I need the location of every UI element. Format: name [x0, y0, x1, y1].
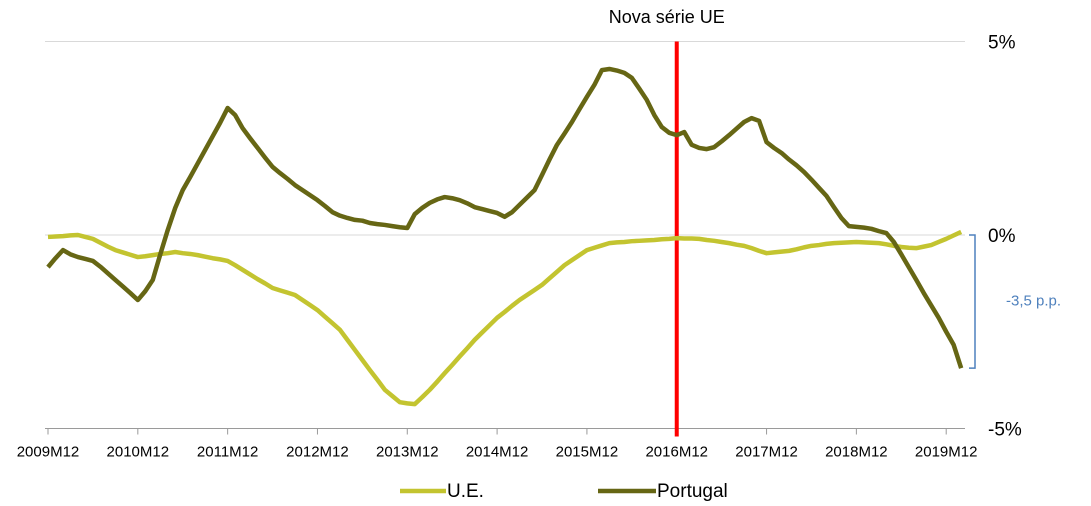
- y-tick-label: 5%: [988, 33, 1016, 54]
- x-tick-label: 2019M12: [915, 443, 978, 460]
- x-tick-label: 2013M12: [376, 443, 439, 460]
- x-tick-label: 2015M12: [556, 443, 619, 460]
- x-tick-label: 2010M12: [107, 443, 170, 460]
- annotation: Nova série UE: [609, 7, 725, 27]
- legend-label: U.E.: [447, 481, 484, 502]
- x-tick-label: 2012M12: [286, 443, 349, 460]
- annotation: -3,5 p.p.: [1006, 293, 1061, 310]
- y-tick-label: -5%: [988, 420, 1022, 441]
- bracket: [969, 234, 976, 369]
- legend-label: Portugal: [657, 481, 728, 502]
- x-tick-label: 2009M12: [17, 443, 80, 460]
- x-tick-label: 2011M12: [197, 443, 258, 460]
- line-series: [46, 66, 964, 369]
- x-tick-label: 2017M12: [735, 443, 798, 460]
- x-tick-label: 2016M12: [645, 443, 708, 460]
- line-series: [47, 229, 963, 407]
- y-tick-label: 0%: [988, 226, 1016, 247]
- x-tick-label: 2014M12: [466, 443, 529, 460]
- x-tick-label: 2018M12: [825, 443, 888, 460]
